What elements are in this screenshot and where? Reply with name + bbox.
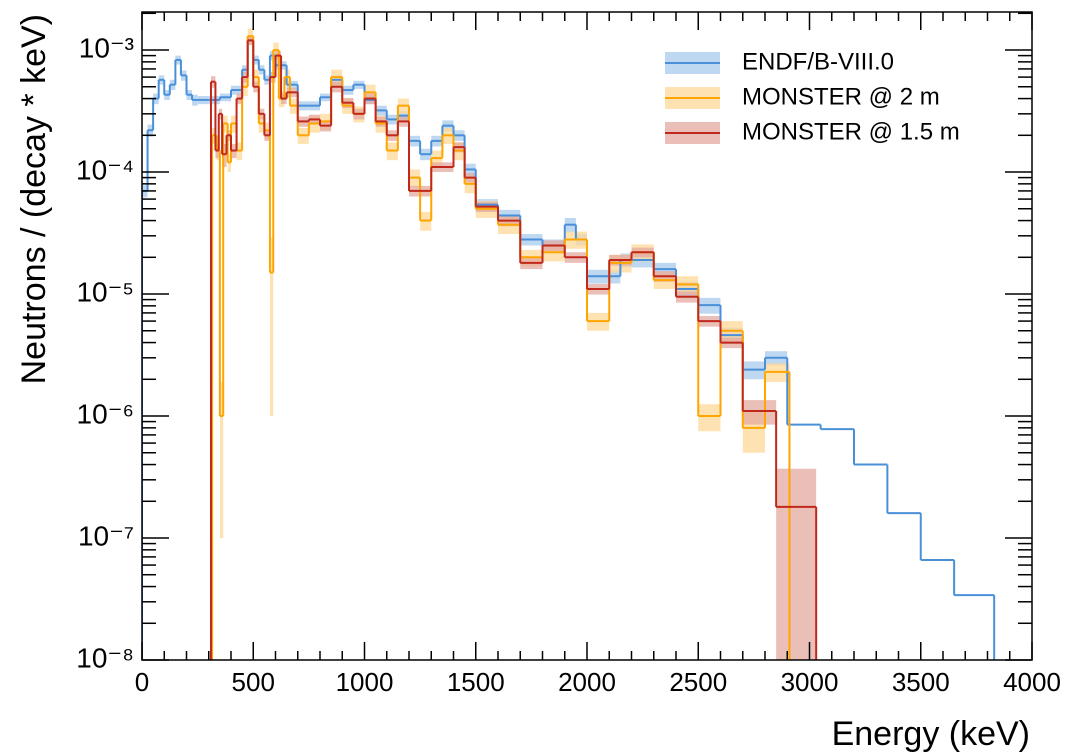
y-tick-label: 10⁻⁸: [76, 642, 134, 673]
y-tick-label: 10⁻⁴: [76, 154, 134, 185]
x-tick-label: 4000: [1003, 667, 1061, 697]
y-tick-label: 10⁻³: [79, 32, 134, 63]
y-axis-label: Neutrons / (decay * keV): [15, 14, 53, 384]
legend-label: MONSTER @ 2 m: [742, 83, 940, 110]
axes: 0 500 1000 1500 2000 2500 3000 3500 4000 10⁻⁸ 10⁻⁷…: [76, 12, 1061, 697]
x-tick-label: 3500: [892, 667, 950, 697]
error-band: [269, 237, 274, 417]
x-tick-label: 0: [135, 667, 149, 697]
x-tick-label: 1000: [336, 667, 394, 697]
error-band: [720, 321, 743, 343]
x-tick-label: 2000: [558, 667, 616, 697]
x-tick-label: 500: [232, 667, 275, 697]
error-band: [742, 400, 777, 425]
error-band: [776, 468, 817, 660]
y-tick-label: 10⁻⁷: [78, 520, 134, 551]
legend: ENDF/B-VIII.0 MONSTER @ 2 m MONSTER @ 1.5 …: [665, 48, 960, 145]
legend-label: ENDF/B-VIII.0: [742, 48, 894, 75]
plot-frame: [141, 11, 1033, 661]
error-band: [222, 143, 227, 167]
histograms: [142, 35, 996, 660]
x-tick-label: 2500: [669, 667, 727, 697]
x-tick-label: 1500: [447, 667, 505, 697]
x-axis-label: Energy (keV): [832, 715, 1030, 753]
x-tick-label: 3000: [781, 667, 839, 697]
y-tick-label: 10⁻⁵: [76, 276, 134, 307]
error-band: [698, 404, 721, 432]
y-tick-label: 10⁻⁶: [77, 398, 134, 429]
legend-label: MONSTER @ 1.5 m: [742, 118, 960, 145]
error-band: [219, 382, 224, 539]
